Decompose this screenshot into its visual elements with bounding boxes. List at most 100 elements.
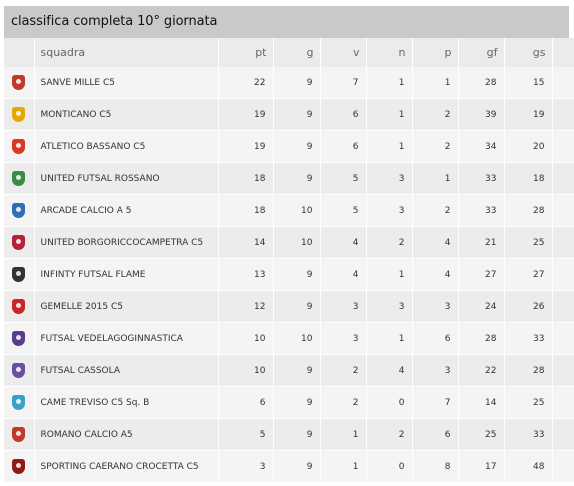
cell-pt: 22 xyxy=(218,67,274,99)
club-crest-icon xyxy=(12,427,26,442)
cell-dr: -31 xyxy=(552,450,574,483)
table-row: ARCADE CALCIO A 5181053233285 xyxy=(4,194,574,227)
team-logo-cell xyxy=(4,450,35,483)
standings-title: classifica completa 10° giornata xyxy=(4,6,569,38)
header-gf: gf xyxy=(458,38,505,67)
cell-g: 9 xyxy=(273,258,321,291)
team-logo-cell xyxy=(4,194,35,227)
team-name: CAME TREVISO C5 Sq. B xyxy=(34,386,219,419)
cell-gf: 21 xyxy=(458,226,505,259)
team-name: FUTSAL CASSOLA xyxy=(34,354,219,387)
cell-v: 7 xyxy=(320,67,367,99)
header-dr: dr xyxy=(552,38,574,67)
club-crest-icon xyxy=(12,363,26,378)
cell-dr: -5 xyxy=(552,322,574,355)
cell-p: 2 xyxy=(412,98,459,131)
cell-gf: 14 xyxy=(458,386,505,419)
cell-gs: 48 xyxy=(504,450,553,483)
cell-dr: 14 xyxy=(552,130,574,163)
cell-p: 6 xyxy=(412,418,459,451)
table-row: INFINTY FUTSAL FLAME13941427270 xyxy=(4,258,574,291)
header-logo xyxy=(4,38,35,67)
club-crest-icon xyxy=(12,235,26,250)
team-logo-cell xyxy=(4,226,35,259)
team-logo-cell xyxy=(4,386,35,419)
team-logo-cell xyxy=(4,162,35,195)
header-team: squadra xyxy=(34,38,219,67)
cell-pt: 12 xyxy=(218,290,274,323)
cell-pt: 10 xyxy=(218,354,274,387)
cell-pt: 18 xyxy=(218,194,274,227)
cell-v: 6 xyxy=(320,98,367,131)
cell-v: 4 xyxy=(320,258,367,291)
cell-pt: 13 xyxy=(218,258,274,291)
cell-gf: 33 xyxy=(458,162,505,195)
cell-pt: 5 xyxy=(218,418,274,451)
table-row: ATLETICO BASSANO C5199612342014 xyxy=(4,130,574,163)
cell-n: 1 xyxy=(366,98,413,131)
cell-v: 2 xyxy=(320,354,367,387)
cell-gf: 24 xyxy=(458,290,505,323)
table-row: MONTICANO C5199612391920 xyxy=(4,98,574,131)
cell-v: 1 xyxy=(320,450,367,483)
cell-p: 4 xyxy=(412,226,459,259)
header-n: n xyxy=(366,38,413,67)
club-crest-icon xyxy=(12,267,26,282)
team-name: UNITED BORGORICCOCAMPETRA C5 xyxy=(34,226,219,259)
cell-dr: 0 xyxy=(552,258,574,291)
team-logo-cell xyxy=(4,98,35,131)
cell-g: 9 xyxy=(273,98,321,131)
cell-dr: 5 xyxy=(552,194,574,227)
team-logo-cell xyxy=(4,130,35,163)
cell-v: 4 xyxy=(320,226,367,259)
cell-p: 2 xyxy=(412,130,459,163)
cell-pt: 10 xyxy=(218,322,274,355)
team-name: ROMANO CALCIO A5 xyxy=(34,418,219,451)
club-crest-icon xyxy=(12,139,26,154)
cell-g: 9 xyxy=(273,386,321,419)
cell-dr: -6 xyxy=(552,354,574,387)
cell-pt: 19 xyxy=(218,98,274,131)
cell-gs: 26 xyxy=(504,290,553,323)
cell-dr: 15 xyxy=(552,162,574,195)
cell-v: 2 xyxy=(320,386,367,419)
cell-n: 1 xyxy=(366,322,413,355)
table-row: UNITED FUTSAL ROSSANO189531331815 xyxy=(4,162,574,195)
club-crest-icon xyxy=(12,299,26,314)
header-pt: pt xyxy=(218,38,274,67)
team-name: MONTICANO C5 xyxy=(34,98,219,131)
cell-n: 1 xyxy=(366,130,413,163)
team-logo-cell xyxy=(4,322,35,355)
table-row: UNITED BORGORICCOCAMPETRA C514104242125-… xyxy=(4,226,574,259)
club-crest-icon xyxy=(12,107,26,122)
header-gs: gs xyxy=(504,38,553,67)
cell-dr: -8 xyxy=(552,418,574,451)
cell-g: 9 xyxy=(273,130,321,163)
cell-n: 1 xyxy=(366,67,413,99)
cell-n: 3 xyxy=(366,194,413,227)
cell-n: 2 xyxy=(366,418,413,451)
cell-dr: -11 xyxy=(552,386,574,419)
cell-p: 3 xyxy=(412,290,459,323)
club-crest-icon xyxy=(12,395,26,410)
team-logo-cell xyxy=(4,290,35,323)
cell-gf: 33 xyxy=(458,194,505,227)
cell-gf: 22 xyxy=(458,354,505,387)
team-logo-cell xyxy=(4,354,35,387)
cell-g: 9 xyxy=(273,418,321,451)
cell-gf: 17 xyxy=(458,450,505,483)
cell-p: 6 xyxy=(412,322,459,355)
cell-p: 8 xyxy=(412,450,459,483)
cell-n: 3 xyxy=(366,162,413,195)
cell-p: 3 xyxy=(412,354,459,387)
cell-gs: 15 xyxy=(504,67,553,99)
team-name: ARCADE CALCIO A 5 xyxy=(34,194,219,227)
table-row: SANVE MILLE C5229711281513 xyxy=(4,67,574,99)
cell-gs: 33 xyxy=(504,322,553,355)
cell-gf: 25 xyxy=(458,418,505,451)
cell-gs: 20 xyxy=(504,130,553,163)
cell-p: 2 xyxy=(412,194,459,227)
